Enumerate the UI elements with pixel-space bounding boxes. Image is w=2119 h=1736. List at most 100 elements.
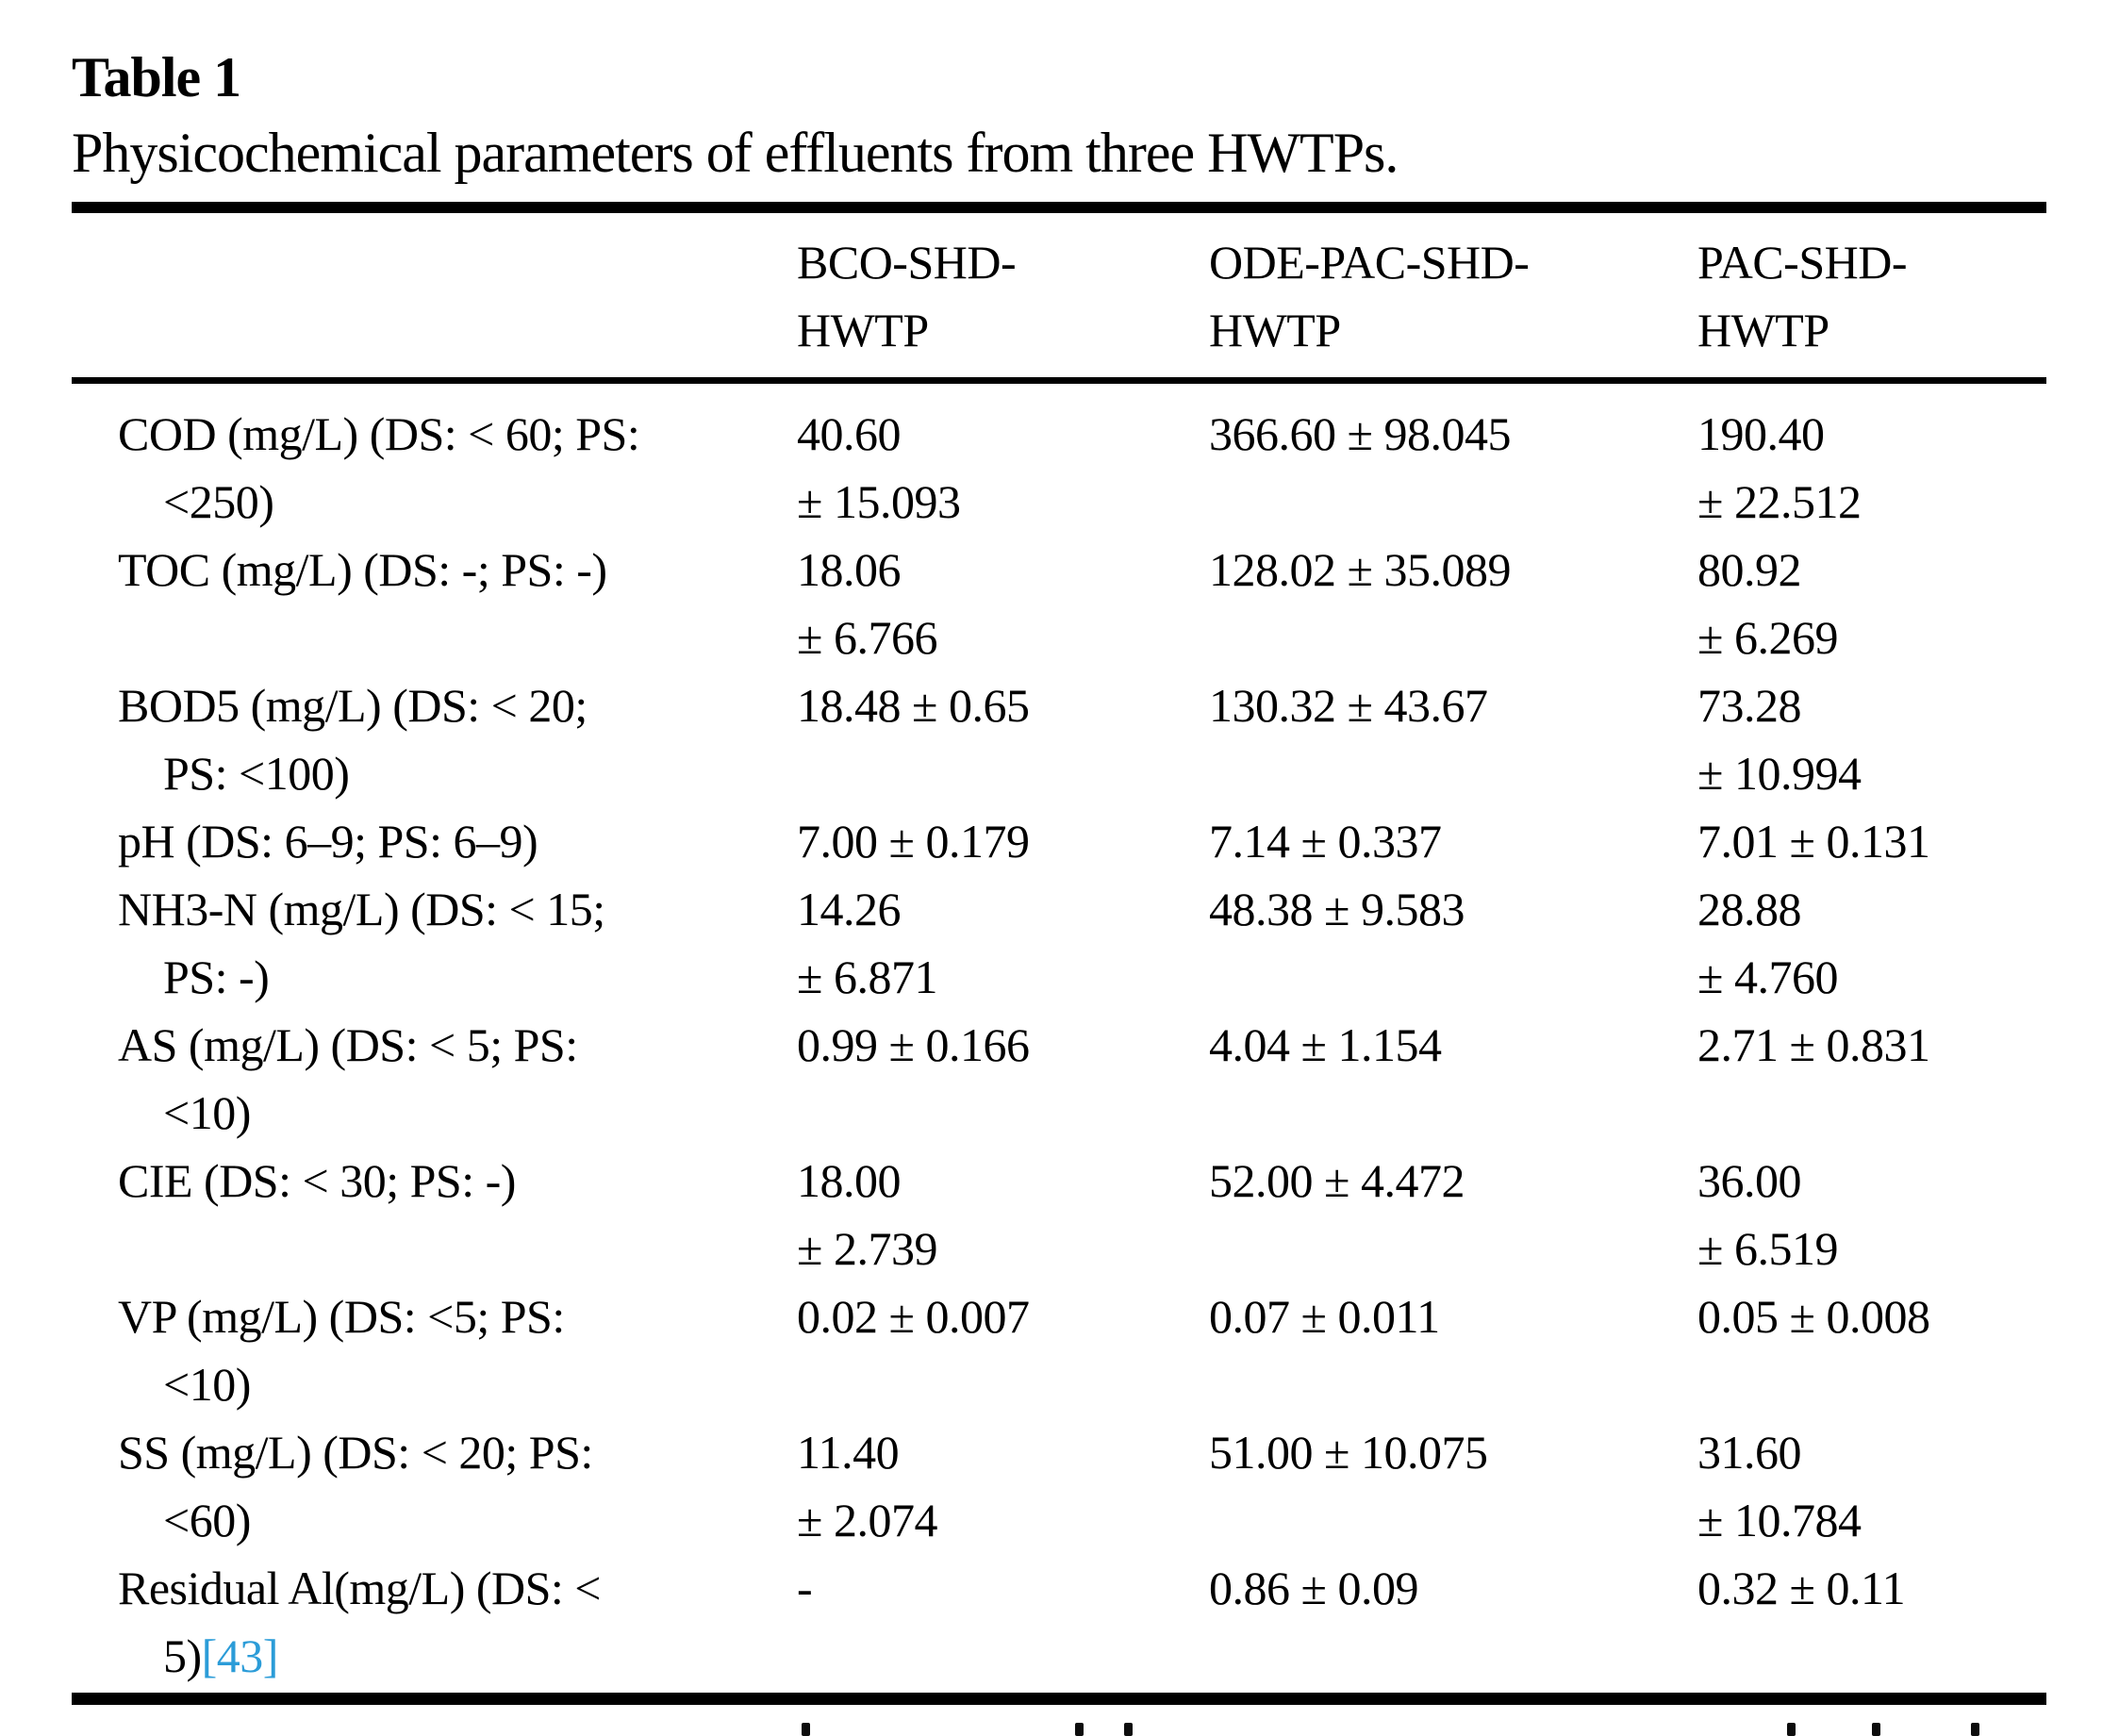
parameter-text: PS: <100) [163, 747, 350, 800]
value-cell-pac: 73.28 ± 10.994 [1697, 671, 2046, 807]
parameter-cell: TOC (mg/L) (DS: -; PS: -) [72, 536, 797, 603]
value-text: 4.04 ± 1.154 [1209, 1018, 1442, 1071]
value-cell-ode: 0.86 ± 0.09 [1209, 1554, 1697, 1622]
value-text: ± 2.739 [797, 1222, 937, 1275]
header-cell-ode: ODE-PAC-SHD- HWTP [1209, 228, 1697, 364]
bottom-rule [72, 1693, 2046, 1705]
header-text: ODE-PAC-SHD- [1209, 236, 1530, 289]
value-line: 128.02 ± 35.089 [1209, 536, 1697, 603]
value-cell-pac: 0.32 ± 0.11 [1697, 1554, 2046, 1622]
value-cell-bco: 0.99 ± 0.166 [797, 1011, 1209, 1079]
header-line: HWTP [1697, 296, 2046, 364]
parameter-cell: Residual Al(mg/L) (DS: < 5)[43] [72, 1554, 797, 1690]
value-text: 0.86 ± 0.09 [1209, 1562, 1418, 1614]
parameter-line: NH3-N (mg/L) (DS: < 15; [118, 875, 797, 943]
top-rule [72, 202, 2046, 213]
cutoff-text-fragment [1971, 1723, 1979, 1736]
value-cell-pac: 190.40 ± 22.512 [1697, 400, 2046, 536]
value-line: 52.00 ± 4.472 [1209, 1147, 1697, 1215]
parameter-cell: VP (mg/L) (DS: <5; PS: <10) [72, 1282, 797, 1418]
value-line: 18.00 [797, 1147, 1209, 1215]
value-text: ± 4.760 [1697, 951, 1838, 1003]
value-line: 190.40 [1697, 400, 2046, 468]
parameter-line: TOC (mg/L) (DS: -; PS: -) [118, 536, 797, 603]
value-line: 51.00 ± 10.075 [1209, 1418, 1697, 1486]
value-cell-bco: 18.00 ± 2.739 [797, 1147, 1209, 1282]
value-text: 7.14 ± 0.337 [1209, 815, 1442, 868]
parameter-cell: SS (mg/L) (DS: < 20; PS: <60) [72, 1418, 797, 1554]
table-caption: Physicochemical parameters of effluents … [72, 122, 1399, 184]
table-row: SS (mg/L) (DS: < 20; PS: <60) 11.40 ± 2.074… [72, 1418, 2046, 1554]
value-text: 52.00 ± 4.472 [1209, 1154, 1465, 1207]
parameter-text: SS (mg/L) (DS: < 20; PS: [118, 1426, 593, 1479]
value-cell-bco: 7.00 ± 0.179 [797, 807, 1209, 875]
value-text: 28.88 [1697, 883, 1802, 935]
parameter-text: VP (mg/L) (DS: <5; PS: [118, 1290, 565, 1343]
header-cell-bco: BCO-SHD- HWTP [797, 228, 1209, 364]
parameter-cell: pH (DS: 6–9; PS: 6–9) [72, 807, 797, 875]
header-text: PAC-SHD- [1697, 236, 1908, 289]
value-cell-pac: 36.00 ± 6.519 [1697, 1147, 2046, 1282]
parameter-line: 5)[43] [118, 1622, 797, 1690]
parameter-line: PS: <100) [118, 739, 797, 807]
value-cell-ode: 4.04 ± 1.154 [1209, 1011, 1697, 1079]
table-title: Table 1 [72, 46, 241, 108]
value-cell-ode: 52.00 ± 4.472 [1209, 1147, 1697, 1215]
value-line: 36.00 [1697, 1147, 2046, 1215]
value-text: ± 2.074 [797, 1494, 937, 1546]
parameter-line: VP (mg/L) (DS: <5; PS: [118, 1282, 797, 1350]
value-cell-ode: 0.07 ± 0.011 [1209, 1282, 1697, 1350]
cutoff-text-fragment [1075, 1723, 1084, 1736]
table-row: TOC (mg/L) (DS: -; PS: -) 18.06 ± 6.766 128… [72, 536, 2046, 671]
cutoff-text-fragment [802, 1723, 810, 1736]
citation-link[interactable]: [43] [201, 1629, 279, 1682]
parameter-cell: NH3-N (mg/L) (DS: < 15; PS: -) [72, 875, 797, 1011]
parameter-text: 5) [163, 1629, 202, 1682]
value-text: - [797, 1562, 813, 1614]
value-line: 4.04 ± 1.154 [1209, 1011, 1697, 1079]
value-text: 80.92 [1697, 543, 1802, 596]
value-line: 11.40 [797, 1418, 1209, 1486]
header-line: HWTP [797, 296, 1209, 364]
value-line: 130.32 ± 43.67 [1209, 671, 1697, 739]
parameter-line: BOD5 (mg/L) (DS: < 20; [118, 671, 797, 739]
parameter-text: COD (mg/L) (DS: < 60; PS: [118, 407, 640, 460]
value-line: ± 6.269 [1697, 603, 2046, 671]
header-line: PAC-SHD- [1697, 228, 2046, 296]
value-line: 40.60 [797, 400, 1209, 468]
value-text: 36.00 [1697, 1154, 1802, 1207]
parameter-line: PS: -) [118, 943, 797, 1011]
table-body: COD (mg/L) (DS: < 60; PS: <250) 40.60 ± 15.… [72, 400, 2046, 1690]
cutoff-text-fragment [1872, 1723, 1880, 1736]
parameter-line: <10) [118, 1079, 797, 1147]
value-line: 0.07 ± 0.011 [1209, 1282, 1697, 1350]
value-text: 0.07 ± 0.011 [1209, 1290, 1440, 1343]
value-text: 73.28 [1697, 679, 1802, 732]
table-row: CIE (DS: < 30; PS: -) 18.00 ± 2.739 52.00 ±… [72, 1147, 2046, 1282]
value-line: 80.92 [1697, 536, 2046, 603]
value-line: ± 10.784 [1697, 1486, 2046, 1554]
value-text: 48.38 ± 9.583 [1209, 883, 1465, 935]
parameter-cell: COD (mg/L) (DS: < 60; PS: <250) [72, 400, 797, 536]
parameter-text: CIE (DS: < 30; PS: -) [118, 1154, 516, 1207]
header-line: HWTP [1209, 296, 1697, 364]
value-text: 128.02 ± 35.089 [1209, 543, 1511, 596]
table-row: COD (mg/L) (DS: < 60; PS: <250) 40.60 ± 15.… [72, 400, 2046, 536]
table-row: pH (DS: 6–9; PS: 6–9) 7.00 ± 0.179 7.14 ± … [72, 807, 2046, 875]
parameter-text: NH3-N (mg/L) (DS: < 15; [118, 883, 605, 935]
value-text: 31.60 [1697, 1426, 1802, 1479]
value-cell-ode: 51.00 ± 10.075 [1209, 1418, 1697, 1486]
parameter-text: <250) [163, 475, 274, 528]
value-line: 0.99 ± 0.166 [797, 1011, 1209, 1079]
table-row: VP (mg/L) (DS: <5; PS: <10) 0.02 ± 0.007 0.… [72, 1282, 2046, 1418]
parameter-line: <60) [118, 1486, 797, 1554]
header-text: HWTP [1209, 304, 1341, 356]
value-text: 7.00 ± 0.179 [797, 815, 1030, 868]
value-cell-pac: 0.05 ± 0.008 [1697, 1282, 2046, 1350]
parameter-line: AS (mg/L) (DS: < 5; PS: [118, 1011, 797, 1079]
value-cell-ode: 130.32 ± 43.67 [1209, 671, 1697, 739]
value-cell-bco: 18.48 ± 0.65 [797, 671, 1209, 739]
parameter-text: pH (DS: 6–9; PS: 6–9) [118, 815, 538, 868]
parameter-cell: CIE (DS: < 30; PS: -) [72, 1147, 797, 1215]
value-text: 0.02 ± 0.007 [797, 1290, 1030, 1343]
